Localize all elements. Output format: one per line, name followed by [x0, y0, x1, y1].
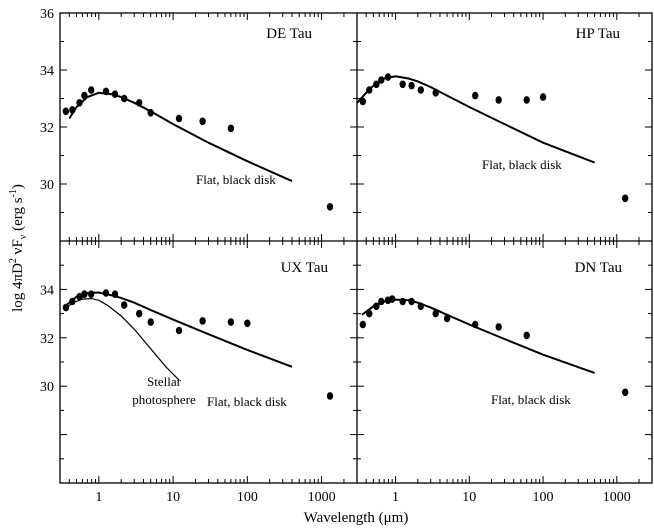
de-tau-y-tick-label: 34: [40, 64, 54, 79]
x-axis-label: Wavelength (μm): [304, 510, 409, 526]
ux-tau-photosphere-label-line2: photosphere: [132, 392, 196, 407]
ux-tau-photosphere-curve: [64, 297, 180, 381]
hp-tau-model-curve: [356, 75, 595, 164]
dn-tau-data-point: [432, 309, 439, 318]
ux-tau-data-point: [111, 290, 119, 299]
dn-tau-data-point: [399, 297, 406, 306]
de-tau-model-curve: [68, 91, 293, 183]
dn-tau-data-point: [523, 331, 530, 340]
dn-tau-data-point: [378, 297, 385, 306]
dn-tau-model-label: Flat, black disk: [491, 392, 571, 407]
de-tau-data-point: [88, 86, 95, 94]
dn-tau-x-tick-label: 1000: [603, 490, 631, 505]
hp-tau-data-point: [539, 93, 547, 101]
dn-tau-x-tick-label: 10: [462, 490, 476, 505]
de-tau-data-point: [136, 99, 143, 107]
hp-tau-data-point: [472, 91, 479, 100]
ux-tau-data-point: [76, 292, 83, 301]
ux-tau-data-point: [81, 290, 88, 299]
dn-tau-model-curve: [361, 298, 595, 374]
panel-plots: 30 32 34 36 Flat, black disk DE Tau Flat, blac…: [40, 7, 653, 505]
de-tau-data-point: [76, 99, 83, 107]
dn-tau-data-point: [408, 297, 415, 306]
dn-tau-data-point: [495, 323, 502, 331]
dn-tau-data-point: [389, 295, 396, 303]
ux-tau-data-point: [102, 289, 110, 297]
hp-tau-data-point: [366, 86, 373, 94]
hp-tau-data-point: [523, 96, 530, 104]
ux-tau-data-point: [227, 318, 235, 326]
de-tau-data-point: [199, 117, 206, 126]
de-tau-data-point: [81, 91, 88, 100]
de-tau-model-label: Flat, black disk: [196, 172, 276, 187]
dn-tau-panel-title: DN Tau: [575, 260, 623, 276]
ux-tau-data-point: [88, 290, 95, 299]
de-tau-y-tick-label: 36: [40, 7, 54, 22]
hp-tau-data-point: [373, 80, 380, 89]
hp-tau-panel-title: HP Tau: [576, 26, 621, 42]
ux-tau-x-tick-label: 1000: [308, 490, 336, 505]
hp-tau-data-point: [359, 97, 366, 106]
de-tau-data-point: [111, 90, 119, 98]
hp-tau-data-point: [417, 86, 424, 94]
de-tau-data-point: [69, 106, 76, 114]
de-tau-y-tick-label: 30: [40, 178, 54, 193]
ux-tau-photosphere-label-line1: Stellar: [147, 374, 182, 389]
panel-frames: [59, 12, 653, 484]
ux-tau-data-point: [199, 317, 206, 325]
hp-tau-data-point: [399, 80, 406, 89]
ux-tau-data-point: [62, 303, 70, 312]
hp-tau-model-label: Flat, black disk: [482, 157, 562, 172]
de-tau-panel-title: DE Tau: [266, 26, 312, 42]
dn-tau-x-tick-label: 100: [533, 490, 554, 505]
ux-tau-data-point: [69, 297, 76, 306]
dn-tau-data-point: [359, 320, 366, 329]
ux-tau-panel-title: UX Tau: [281, 260, 329, 276]
ux-tau-data-point: [244, 319, 251, 328]
de-tau-y-tick-label: 32: [40, 121, 54, 136]
dn-tau-data-point: [417, 302, 424, 311]
dn-tau-data-point: [472, 320, 479, 329]
ux-tau-x-tick-label: 1: [95, 490, 102, 505]
ux-tau-data-point: [175, 326, 183, 335]
ux-tau-x-tick-label: 100: [237, 490, 258, 505]
dn-tau-data-point: [443, 314, 451, 323]
hp-tau-data-point: [622, 194, 629, 203]
dn-tau-data-point: [373, 302, 380, 311]
ux-tau-data-point: [147, 318, 154, 326]
dn-tau-x-tick-label: 1: [392, 490, 399, 505]
ux-tau-y-tick-label: 30: [40, 380, 54, 395]
de-tau-data-point: [102, 87, 110, 96]
ux-tau-data-point: [326, 392, 334, 400]
hp-tau-data-point: [432, 89, 439, 97]
de-tau-data-point: [147, 109, 154, 117]
ux-tau-y-tick-label: 34: [40, 283, 54, 298]
y-axis-label: log 4πD2 νFν (erg s-1): [8, 184, 29, 312]
de-tau-data-point: [121, 94, 128, 103]
dn-tau-data-point: [366, 309, 373, 318]
ux-tau-y-tick-label: 32: [40, 332, 54, 347]
de-tau-data-point: [62, 107, 70, 116]
dn-tau-data-point: [622, 388, 629, 397]
hp-tau-data-point: [495, 96, 502, 104]
de-tau-data-point: [175, 114, 183, 123]
frame-outer: [59, 12, 653, 484]
de-tau-data-point: [227, 124, 235, 133]
hp-tau-data-point: [408, 81, 415, 90]
hp-tau-data-point: [378, 76, 385, 84]
de-tau-data-point: [326, 203, 334, 211]
ux-tau-x-tick-label: 10: [166, 490, 180, 505]
hp-tau-data-point: [384, 73, 392, 81]
ux-tau-data-point: [136, 309, 143, 318]
ux-tau-model-label: Flat, black disk: [207, 394, 287, 409]
ux-tau-data-point: [121, 301, 128, 309]
